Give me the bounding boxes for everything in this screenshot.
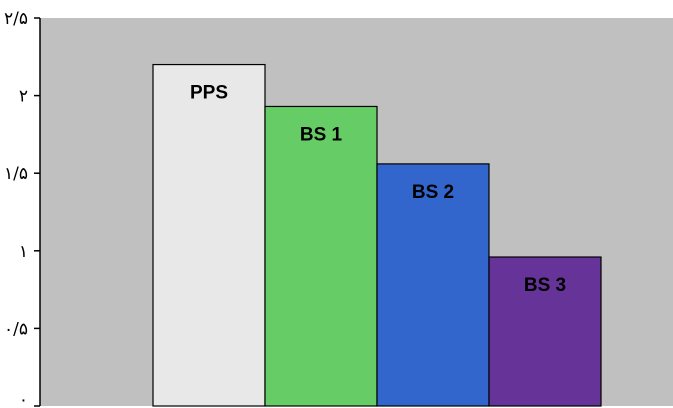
- y-ticks-group: ٠ ٠/۵ ١ ١/۵ ٢ ٢/۵: [4, 9, 40, 408]
- bar: [152, 63, 266, 407]
- bar-labels-group: PPS BS 1 BS 2 BS 3: [190, 83, 566, 296]
- bar-label: BS 1: [300, 124, 343, 145]
- bar: [376, 163, 490, 407]
- bar-label: PPS: [190, 83, 228, 104]
- y-tick-label: ٠/۵: [4, 319, 28, 339]
- bar-label: BS 3: [524, 275, 566, 296]
- y-tick-label: ٢/۵: [4, 9, 28, 29]
- bar: [264, 105, 378, 407]
- y-tick-label: ١: [19, 242, 28, 262]
- bars-group: [152, 63, 602, 407]
- y-tick-label: ٢: [19, 87, 28, 107]
- y-tick-label: ٠: [19, 390, 28, 408]
- y-tick-label: ١/۵: [4, 164, 28, 184]
- bar-label: BS 2: [412, 182, 454, 203]
- bar: [488, 256, 602, 407]
